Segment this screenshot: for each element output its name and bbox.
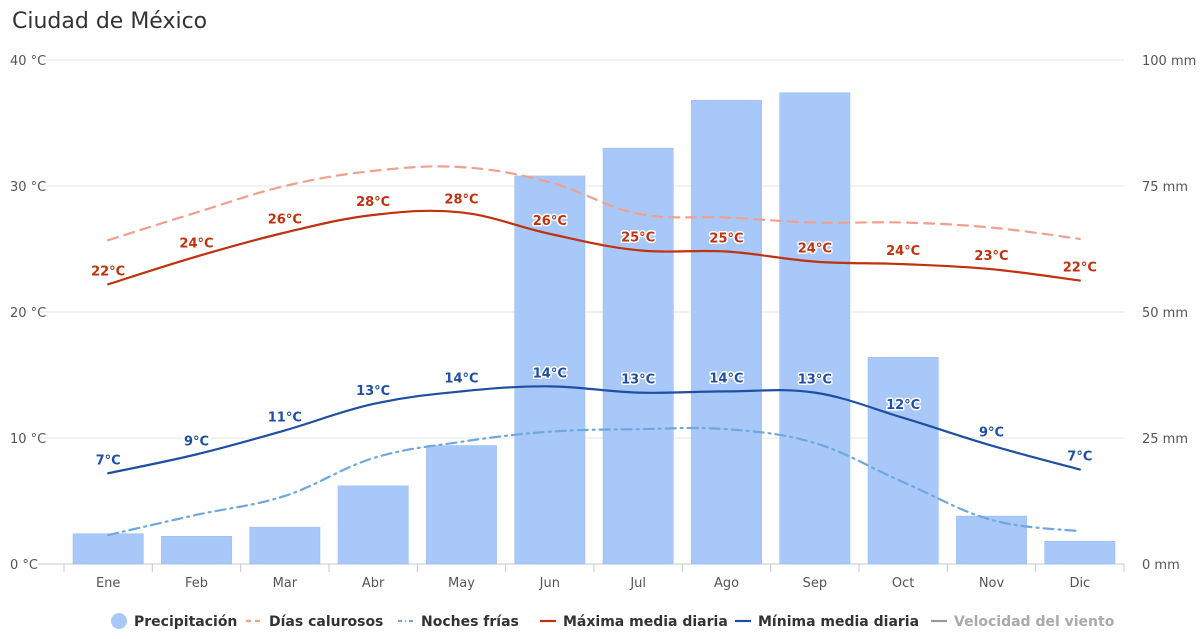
data-label-min: 12°C (886, 398, 920, 413)
series-line-cold (107, 426, 1081, 537)
x-tick-label: Mar (273, 576, 298, 591)
data-label-max: 24°C (179, 237, 213, 252)
x-tick-label: Oct (892, 576, 914, 591)
y-left-tick-label: 0 °C (10, 558, 38, 573)
x-tick-label: Feb (185, 576, 208, 591)
legend-item-max[interactable]: Máxima media diaria (563, 614, 728, 630)
x-tick-label: Jul (629, 576, 646, 591)
x-tick-label: May (448, 576, 475, 591)
data-label-max: 24°C (798, 242, 832, 257)
legend-item-precip[interactable]: Precipitación (134, 614, 237, 630)
precip-bar (867, 357, 939, 565)
y-right-tick-label: 75 mm (1142, 180, 1188, 195)
x-tick-label: Ago (714, 576, 739, 591)
legend-item-min[interactable]: Mínima media diaria (758, 614, 919, 630)
precip-bar (1044, 541, 1116, 565)
precip-bar (779, 92, 851, 565)
y-right-tick-label: 0 mm (1142, 558, 1180, 573)
data-label-min: 9°C (979, 426, 1004, 441)
precip-bar (161, 535, 232, 565)
chart-title: Ciudad de México (12, 9, 208, 34)
legend-item-wind[interactable]: Velocidad del viento (954, 614, 1115, 630)
legend-symbol-precip[interactable] (111, 613, 127, 629)
precip-bar (337, 485, 409, 565)
y-right-tick-label: 50 mm (1142, 306, 1188, 321)
precip-bar (249, 526, 321, 565)
data-label-max: 28°C (444, 192, 478, 207)
data-label-min: 13°C (798, 373, 832, 388)
data-label-min: 7°C (1067, 450, 1092, 465)
data-label-max: 22°C (91, 264, 125, 279)
x-tick-label: Abr (362, 576, 385, 591)
x-tick-label: Dic (1069, 576, 1090, 591)
x-tick-label: Nov (979, 576, 1005, 591)
data-label-max: 28°C (356, 195, 390, 210)
series-line-hot (107, 165, 1081, 242)
data-label-min: 7°C (96, 453, 121, 468)
data-label-max: 26°C (268, 213, 302, 228)
y-left-tick-label: 20 °C (10, 306, 46, 321)
data-label-min: 11°C (268, 410, 302, 425)
data-label-min: 14°C (709, 371, 743, 386)
data-label-max: 24°C (886, 244, 920, 259)
data-label-min: 14°C (533, 366, 567, 381)
data-label-max: 26°C (533, 214, 567, 229)
data-label-max: 23°C (974, 249, 1008, 264)
precip-bar (72, 533, 144, 565)
series-line-max (107, 209, 1081, 286)
x-tick-label: Sep (803, 576, 828, 591)
data-label-max: 22°C (1063, 261, 1097, 276)
data-label-min: 13°C (356, 384, 390, 399)
data-label-min: 14°C (444, 371, 478, 386)
data-label-max: 25°C (621, 230, 655, 245)
precip-bar (514, 175, 586, 565)
precip-bar (956, 515, 1027, 565)
legend-item-cold[interactable]: Noches frías (421, 614, 519, 630)
y-right-tick-label: 25 mm (1142, 432, 1188, 447)
data-label-max: 25°C (709, 232, 743, 247)
precip-bar (691, 100, 762, 565)
series-line-min (107, 385, 1081, 475)
precip-bar (602, 147, 674, 565)
y-left-tick-label: 10 °C (10, 432, 46, 447)
y-left-tick-label: 30 °C (10, 180, 46, 195)
x-tick-label: Jun (539, 576, 560, 591)
data-label-min: 9°C (184, 434, 209, 449)
x-tick-label: Ene (96, 576, 120, 591)
legend-item-hot[interactable]: Días calurosos (269, 614, 383, 630)
y-right-tick-label: 100 mm (1142, 54, 1196, 69)
y-left-tick-label: 40 °C (10, 54, 46, 69)
data-label-min: 13°C (621, 373, 655, 388)
precip-bar (426, 445, 497, 565)
